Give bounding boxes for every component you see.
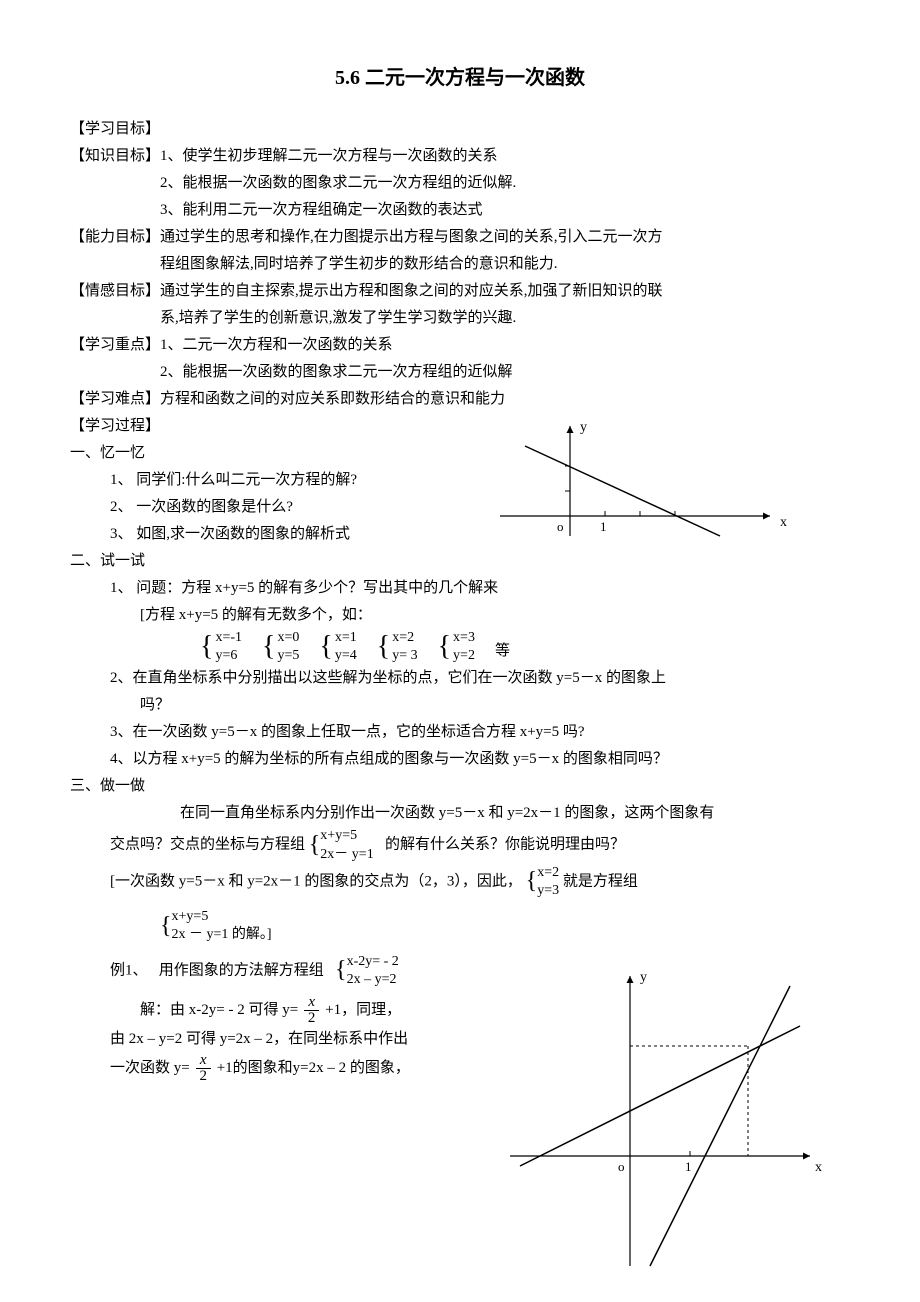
fraction-2: x2 <box>195 1053 211 1084</box>
emotion-goal-label: 【情感目标】 <box>70 283 160 299</box>
ability-goal-label: 【能力目标】 <box>70 229 160 245</box>
part3-p2: 交点吗？交点的坐标与方程组 {x+y=52x－ y=1 的解有什么关系？你能说明… <box>70 827 850 863</box>
knowledge-goal-label: 【知识目标】 <box>70 148 160 164</box>
part3-p1: 在同一直角坐标系内分别作出一次函数 y=5－x 和 y=2x－1 的图象，这两个… <box>70 800 850 827</box>
part2-q2b: 吗？ <box>70 692 850 719</box>
emotion-goal-line1: 通过学生的自主探索,提示出方程和图象之间的对应关系,加强了新旧知识的联 <box>160 283 663 299</box>
graph1-one-label: 1 <box>600 519 607 534</box>
emotion-goal-line2: 系,培养了学生的创新意识,激发了学生学习数学的兴趣. <box>70 305 850 332</box>
graph1-y-label: y <box>580 420 587 435</box>
difficulty-row: 【学习难点】方程和函数之间的对应关系即数形结合的意识和能力 <box>70 386 850 413</box>
pairs-tail: 等 <box>495 638 510 665</box>
fraction-1: x2 <box>304 995 320 1026</box>
pair-1: {x=-1y=6 <box>200 629 242 665</box>
pair-4: {x=2y= 3 <box>377 629 418 665</box>
part2-q4: 4、以方程 x+y=5 的解为坐标的所有点组成的图象与一次函数 y=5－x 的图… <box>70 746 850 773</box>
pair-2: {x=0y=5 <box>262 629 299 665</box>
difficulty-label: 【学习难点】 <box>70 391 160 407</box>
part2-q1: 1、 问题：方程 x+y=5 的解有多少个？写出其中的几个解来 <box>70 575 850 602</box>
part3-sys2: {x+y=52x － y=1 的解。] <box>70 908 850 944</box>
ability-goal-line1: 通过学生的思考和操作,在力图提示出方程与图象之间的关系,引入二元一次方 <box>160 229 663 245</box>
graph-1: y x o 1 <box>490 416 810 556</box>
equation-pairs-row: {x=-1y=6 {x=0y=5 {x=1y=4 {x=2y= 3 {x=3y=… <box>70 629 850 665</box>
emotion-goal-row: 【情感目标】通过学生的自主探索,提示出方程和图象之间的对应关系,加强了新旧知识的… <box>70 278 850 305</box>
difficulty-text: 方程和函数之间的对应关系即数形结合的意识和能力 <box>160 391 505 407</box>
part2-q2: 2、在直角坐标系中分别描出以这些解为坐标的点，它们在一次函数 y=5－x 的图象… <box>70 665 850 692</box>
knowledge-goal-row: 【知识目标】1、使学生初步理解二元一次方程与一次函数的关系 <box>70 143 850 170</box>
pair-5: {x=3y=2 <box>438 629 475 665</box>
graph2-one-label: 1 <box>685 1159 692 1174</box>
ex1-text: 用作图象的方法解方程组 <box>159 962 324 978</box>
ex1-system: {x-2y= - 22x – y=2 <box>335 953 399 989</box>
focus-label: 【学习重点】 <box>70 337 160 353</box>
graph-2: y x o 1 <box>500 966 840 1286</box>
graph2-x-label: x <box>815 1160 822 1175</box>
part2-q3: 3、在一次函数 y=5－x 的图象上任取一点，它的坐标适合方程 x+y=5 吗? <box>70 719 850 746</box>
knowledge-goal-2: 2、能根据一次函数的图象求二元一次方程组的近似解. <box>70 170 850 197</box>
system-1: {x+y=52x－ y=1 <box>309 827 374 863</box>
focus-1: 1、二元一次方程和一次函数的关系 <box>160 337 393 353</box>
part3-p3: [一次函数 y=5－x 和 y=2x－1 的图象的交点为（2，3），因此， {x… <box>70 864 850 900</box>
page-title: 5.6 二元一次方程与一次函数 <box>70 60 850 96</box>
pair-3: {x=1y=4 <box>319 629 356 665</box>
part2-q1-note: [方程 x+y=5 的解有无数多个，如： <box>70 602 850 629</box>
part3-title: 三、做一做 <box>70 773 850 800</box>
system-2: {x+y=52x － y=1 的解。] <box>160 908 272 944</box>
graph2-y-label: y <box>640 970 647 985</box>
graph2-o-label: o <box>618 1159 625 1174</box>
solution-pair: {x=2y=3 <box>526 864 559 900</box>
study-goal-label: 【学习目标】 <box>70 116 850 143</box>
graph1-x-label: x <box>780 515 787 530</box>
knowledge-goal-3: 3、能利用二元一次方程组确定一次函数的表达式 <box>70 197 850 224</box>
ability-goal-row: 【能力目标】通过学生的思考和操作,在力图提示出方程与图象之间的关系,引入二元一次… <box>70 224 850 251</box>
focus-2: 2、能根据一次函数的图象求二元一次方程组的近似解 <box>70 359 850 386</box>
knowledge-goal-1: 1、使学生初步理解二元一次方程与一次函数的关系 <box>160 148 498 164</box>
focus-row: 【学习重点】1、二元一次方程和一次函数的关系 <box>70 332 850 359</box>
ex1-label: 例1、 <box>110 962 148 978</box>
ability-goal-line2: 程组图象解法,同时培养了学生初步的数形结合的意识和能力. <box>70 251 850 278</box>
graph1-o-label: o <box>557 519 564 534</box>
